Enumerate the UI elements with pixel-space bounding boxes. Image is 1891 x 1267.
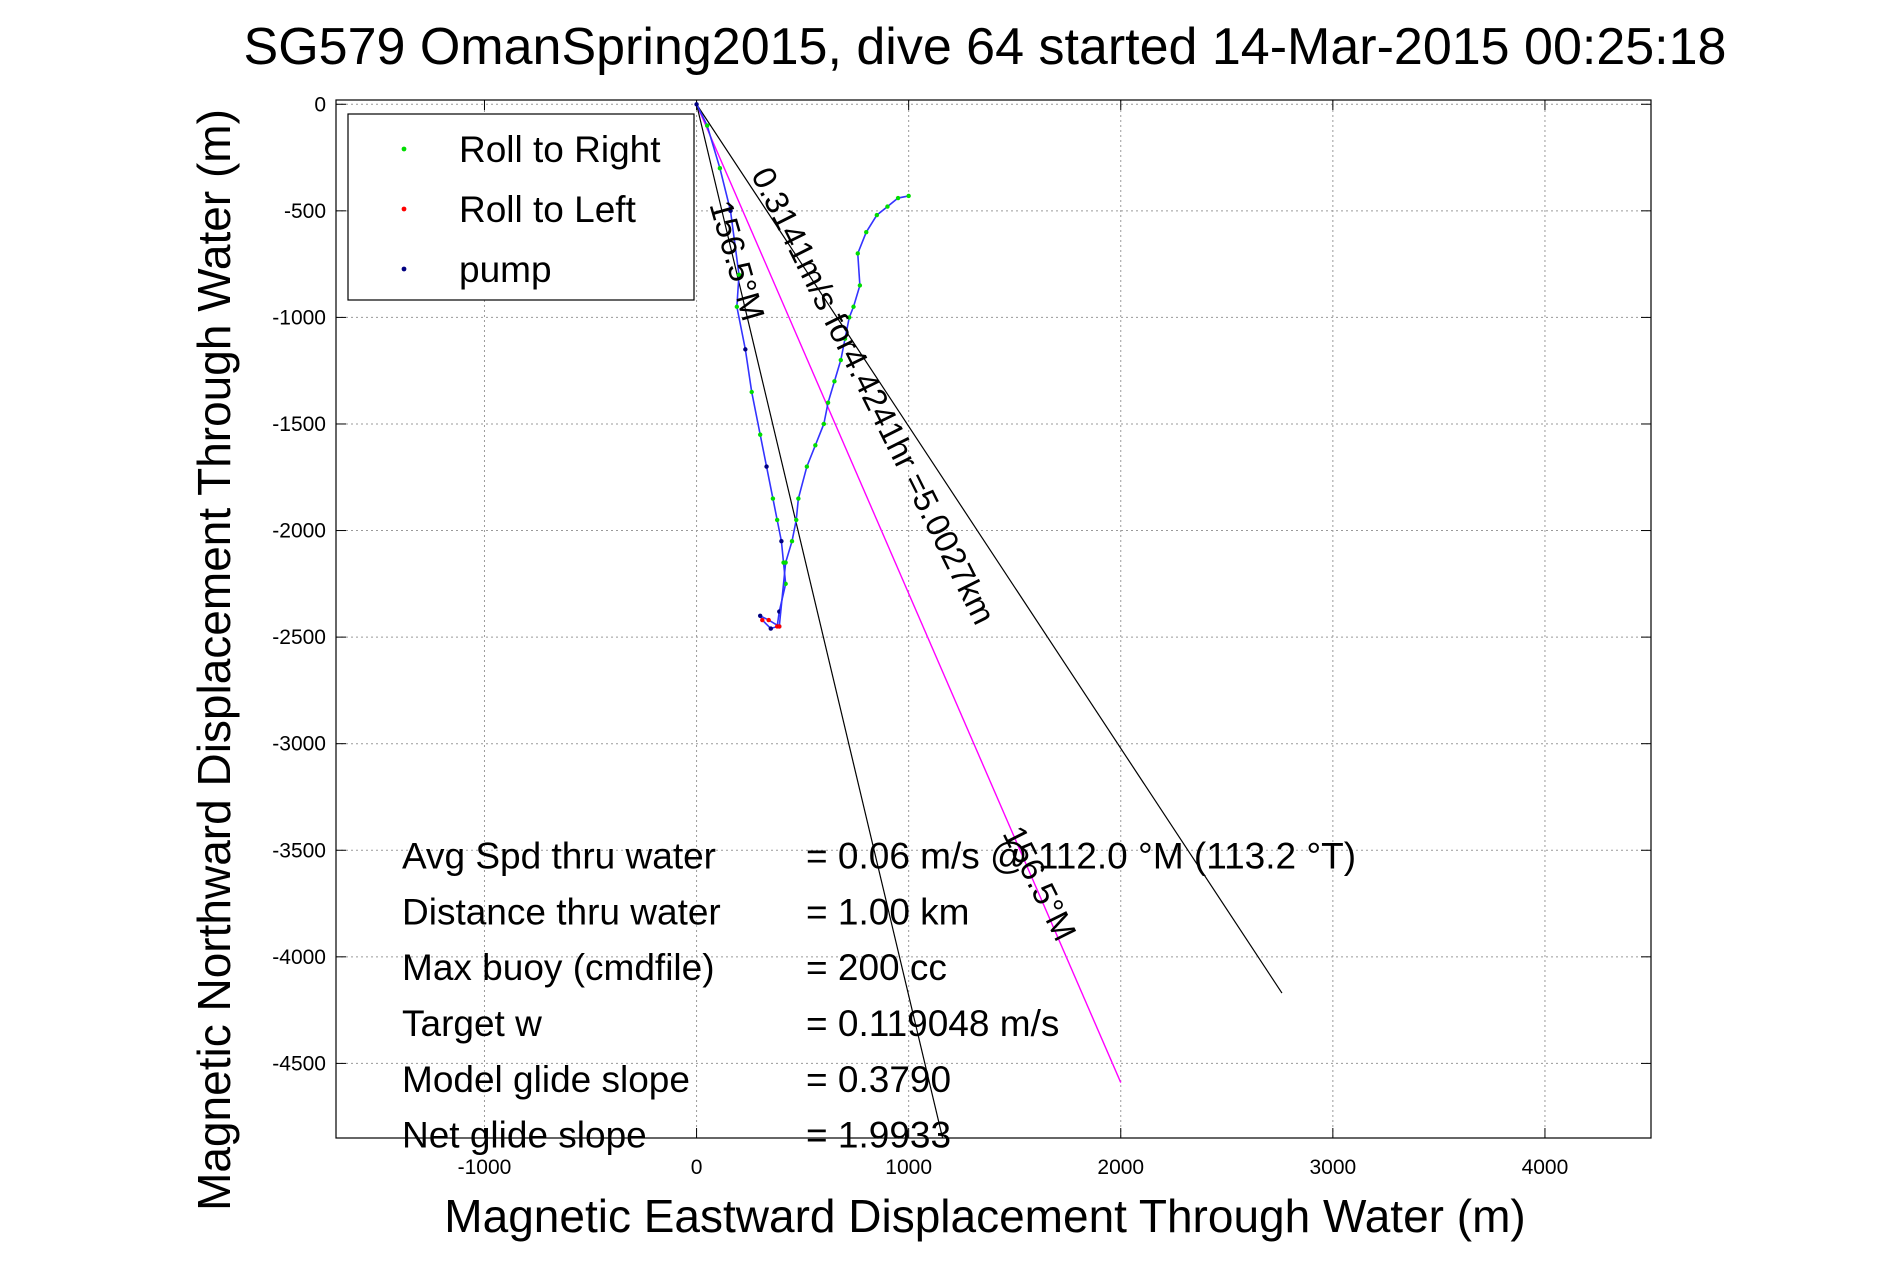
track-point — [796, 496, 801, 501]
track-point — [842, 336, 848, 341]
track-point — [855, 251, 860, 256]
y-tick-label: -2500 — [272, 626, 326, 649]
track-point — [895, 195, 901, 201]
x-tick-label: 4000 — [1522, 1156, 1569, 1179]
summary-label: Net glide slope — [402, 1115, 647, 1156]
current-vector-line — [695, 103, 1122, 1083]
summary-label: Distance thru water — [402, 891, 721, 932]
summary-value: = 0.06 m/s @ 112.0 °M (113.2 °T) — [806, 836, 1356, 877]
track-point — [838, 357, 843, 363]
legend: Roll to Right Roll to Left pump — [347, 113, 695, 301]
lines — [695, 103, 1283, 1139]
heading-line — [696, 103, 1283, 994]
x-axis-label: Magnetic Eastward Displacement Through W… — [444, 1190, 1525, 1242]
legend-marker — [401, 206, 407, 212]
track-point — [825, 400, 831, 405]
track-point — [885, 204, 890, 209]
summary-value: = 1.00 km — [806, 891, 970, 932]
track-point — [794, 517, 799, 523]
track-point — [813, 443, 818, 448]
summary-label: Avg Spd thru water — [402, 836, 716, 877]
y-tick-label: -3000 — [272, 733, 326, 756]
track-point — [736, 272, 742, 277]
track-point — [832, 379, 837, 384]
summary-value: = 0.119048 m/s — [806, 1003, 1059, 1044]
track-point — [777, 624, 782, 629]
track-point — [783, 581, 788, 587]
track-point — [760, 617, 765, 623]
summary-label: Target w — [402, 1003, 542, 1044]
heading-line — [695, 104, 944, 1139]
legend-label: pump — [459, 249, 552, 290]
summary-value: = 0.3790 — [806, 1059, 951, 1100]
legend-marker — [401, 266, 407, 272]
legend-label: Roll to Right — [459, 129, 661, 170]
y-tick-label: -500 — [284, 200, 326, 223]
y-tick-label: 0 — [314, 93, 326, 116]
chart-title: SG579 OmanSpring2015, dive 64 started 14… — [244, 18, 1727, 76]
track-point — [906, 193, 911, 199]
track-point — [728, 208, 733, 214]
track-point — [804, 464, 810, 469]
track-point — [757, 432, 763, 437]
plot-frame — [335, 99, 1652, 1139]
y-tick-label: -1500 — [272, 413, 326, 436]
track-point — [757, 613, 763, 619]
track-point — [774, 517, 780, 523]
track-point — [717, 166, 723, 171]
track-point — [779, 539, 784, 544]
track-point — [766, 617, 771, 623]
track-point — [768, 626, 773, 631]
track-point — [704, 123, 710, 128]
summary-label: Model glide slope — [402, 1059, 690, 1100]
track-point — [864, 229, 869, 235]
y-tick-label: -4000 — [272, 946, 326, 969]
summary-value: = 200 cc — [806, 947, 947, 988]
track-point — [770, 496, 776, 501]
track-point — [851, 304, 856, 309]
summary-value: = 1.9933 — [806, 1115, 951, 1156]
track-point — [874, 212, 880, 218]
track-point — [847, 315, 852, 320]
x-tick-label: 0 — [691, 1156, 703, 1179]
y-tick-label: -1000 — [272, 306, 326, 329]
legend-label: Roll to Left — [459, 189, 637, 230]
x-tick-label: 3000 — [1309, 1156, 1356, 1179]
x-tick-label: 2000 — [1097, 1156, 1144, 1179]
track-point — [789, 539, 795, 544]
y-tick-label: -4500 — [272, 1052, 326, 1075]
summary-label: Max buoy (cmdfile) — [402, 947, 715, 988]
track-point — [857, 283, 863, 288]
track-point — [783, 560, 788, 565]
track-point — [734, 304, 740, 309]
grid — [336, 100, 1651, 1138]
descent-track-line — [695, 103, 787, 630]
track-point — [821, 421, 827, 427]
track-point — [764, 464, 769, 469]
y-axis-label: Magnetic Northward Displacement Through … — [188, 109, 240, 1211]
ticks: -1000 0 1000 2000 3000 4000 0 -500 -1000 -1500 -20… — [272, 93, 1651, 1179]
x-tick-label: 1000 — [885, 1156, 932, 1179]
track-point — [743, 347, 748, 352]
track-point — [749, 389, 754, 395]
track — [694, 102, 911, 631]
legend-marker — [401, 146, 407, 152]
y-tick-label: -2000 — [272, 520, 326, 543]
x-tick-label: -1000 — [458, 1156, 512, 1179]
y-tick-label: -3500 — [272, 839, 326, 862]
track-point — [694, 102, 699, 107]
